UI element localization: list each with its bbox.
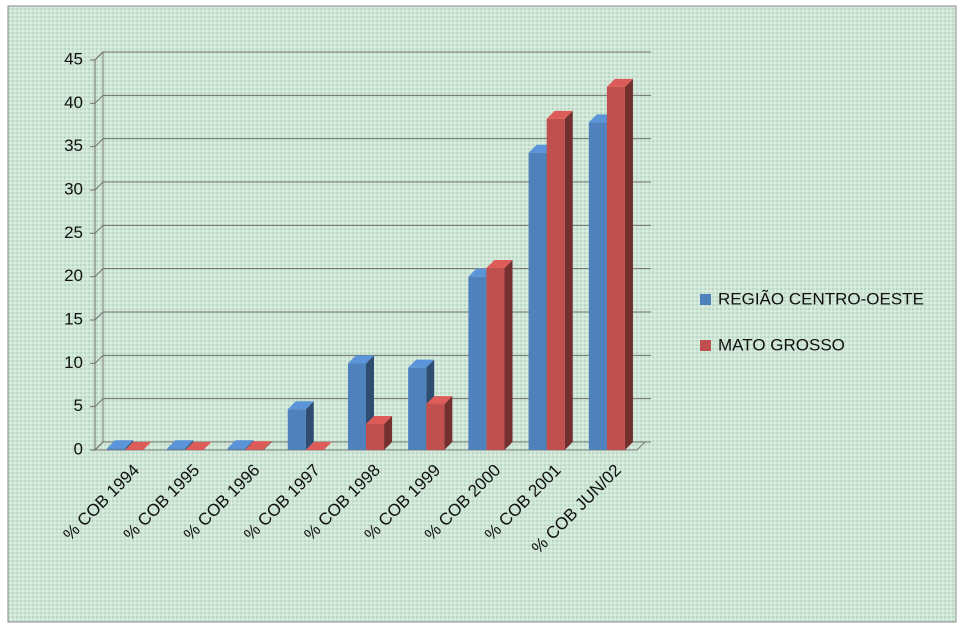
bar [107, 448, 126, 450]
grid-line [94, 441, 651, 451]
bar [408, 367, 427, 450]
grid-line [94, 94, 651, 104]
bar-top [107, 440, 134, 449]
y-tick-label: 45 [64, 49, 83, 68]
bar [588, 122, 607, 451]
bar-top [347, 355, 374, 364]
bar [528, 152, 547, 450]
bar-top [227, 440, 254, 449]
bar-top [167, 440, 194, 449]
y-tick-label: 10 [64, 353, 83, 372]
bar [546, 118, 565, 450]
grid-line [94, 138, 651, 148]
bar-side [444, 396, 453, 450]
bar-side [263, 441, 272, 450]
bar-side [564, 110, 573, 450]
bar-side [624, 78, 633, 450]
bar-top [606, 78, 633, 87]
bar [426, 404, 445, 450]
y-tick-label: 25 [64, 223, 83, 242]
bar [366, 424, 385, 450]
bar-top [287, 401, 314, 410]
legend-swatch [700, 294, 711, 305]
bar-side [384, 416, 393, 450]
bar-top [125, 442, 152, 450]
bar [486, 268, 505, 450]
legend-label: MATO GROSSO [718, 335, 845, 354]
bar-top [185, 442, 212, 450]
bar [347, 363, 366, 450]
bar-side [185, 440, 194, 450]
grid-line [94, 181, 651, 191]
bar-side [125, 440, 134, 450]
bar-top [426, 396, 453, 405]
grid-line [94, 51, 651, 61]
grid-line [94, 224, 651, 234]
legend-label: REGIÃO CENTRO-OESTE [718, 289, 924, 308]
bar [287, 409, 306, 450]
y-tick-label: 40 [64, 93, 83, 112]
bar-top [305, 442, 332, 450]
bar-top [546, 110, 573, 119]
bar [468, 276, 487, 450]
y-tick-label: 15 [64, 309, 83, 328]
y-tick-label: 20 [64, 266, 83, 285]
y-tick-label: 5 [74, 396, 83, 415]
bar-top [245, 441, 272, 450]
bar-top [408, 359, 435, 368]
bar-side [305, 401, 314, 450]
grid-line [94, 311, 651, 321]
bar-side [504, 260, 513, 450]
grid-line [94, 268, 651, 278]
grid-line [94, 398, 651, 408]
bar-top [366, 416, 393, 424]
bar [245, 449, 264, 450]
bar [227, 448, 246, 450]
legend-swatch [700, 340, 711, 351]
bar-top [486, 260, 513, 268]
grid-line [94, 354, 651, 364]
bar [606, 86, 625, 450]
bar [167, 448, 186, 450]
y-tick-label: 35 [64, 136, 83, 155]
y-tick-label: 0 [74, 439, 83, 458]
y-tick-label: 30 [64, 179, 83, 198]
